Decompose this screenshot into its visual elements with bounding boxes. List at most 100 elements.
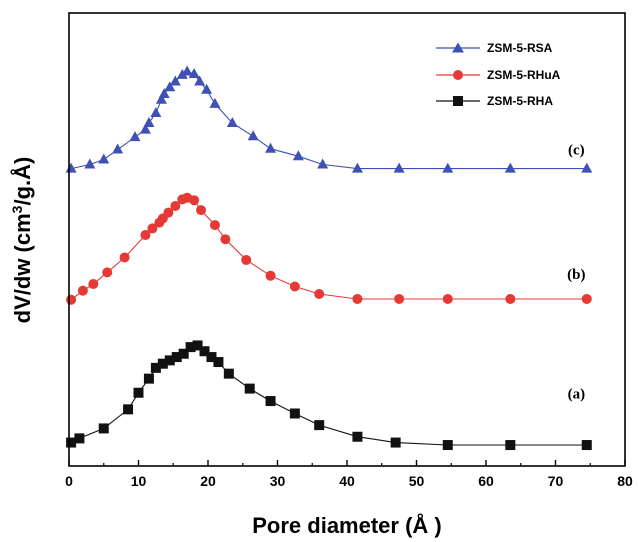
data-point-circle — [77, 285, 88, 296]
data-point-square — [66, 437, 77, 448]
x-tick-label: 20 — [200, 473, 216, 489]
data-point-square — [390, 437, 401, 448]
data-point-triangle — [112, 143, 124, 154]
data-point-circle — [505, 293, 516, 304]
x-tick-label: 10 — [131, 473, 147, 489]
data-point-circle — [265, 270, 276, 281]
legend-label-rhua: ZSM-5-RHuA — [487, 68, 561, 82]
x-axis-label: Pore diameter (Å ) — [252, 512, 442, 538]
data-point-square — [442, 440, 453, 451]
data-point-circle — [241, 254, 252, 265]
data-point-square — [223, 368, 234, 379]
data-point-circle — [220, 234, 231, 245]
data-point-square — [352, 431, 363, 442]
data-point-triangle — [84, 158, 96, 169]
y-axis-label-sup: 3 — [9, 205, 25, 213]
x-tick-label: 80 — [617, 473, 633, 489]
data-point-triangle — [150, 107, 162, 118]
data-point-triangle — [265, 142, 277, 153]
series-zsm-5-rha — [66, 340, 592, 451]
data-point-circle — [147, 223, 158, 234]
data-point-triangle — [247, 130, 259, 141]
x-tick-label: 40 — [339, 473, 355, 489]
data-point-triangle — [176, 68, 188, 79]
data-point-square — [213, 357, 224, 368]
data-point-circle — [394, 293, 405, 304]
x-tick-label: 0 — [65, 473, 73, 489]
data-point-square — [143, 373, 154, 384]
data-point-circle — [352, 293, 363, 304]
data-point-triangle — [158, 87, 170, 98]
data-point-circle — [209, 220, 220, 231]
data-point-square — [199, 346, 210, 357]
annotation-a: (a) — [568, 387, 586, 403]
legend-entry-rsa: ZSM-5-RSA — [436, 41, 553, 55]
data-point-square — [581, 440, 592, 451]
x-axis-ticks: 0 10 20 30 40 50 60 70 80 — [65, 460, 633, 489]
data-point-square — [157, 358, 168, 369]
x-tick-label: 30 — [270, 473, 286, 489]
data-point-triangle — [181, 65, 193, 76]
data-point-circle — [102, 267, 113, 278]
data-point-triangle — [155, 93, 167, 104]
x-tick-label: 50 — [409, 473, 425, 489]
data-point-square — [314, 420, 325, 431]
data-point-triangle — [226, 117, 238, 127]
data-point-square — [123, 404, 134, 415]
data-point-triangle — [188, 68, 200, 79]
data-point-square — [192, 340, 203, 351]
legend-entry-rha: ZSM-5-RHA — [436, 94, 553, 108]
data-point-triangle — [581, 162, 593, 173]
data-point-triangle — [98, 153, 110, 164]
legend-entry-rhua: ZSM-5-RHuA — [436, 68, 561, 82]
data-point-triangle — [129, 131, 141, 142]
annotations: (c) (b) (a) — [567, 143, 585, 403]
x-tick-label: 60 — [478, 473, 494, 489]
data-point-circle — [140, 230, 151, 241]
legend-marker-circle — [453, 70, 463, 80]
data-point-square — [505, 440, 516, 451]
data-point-square — [244, 383, 255, 394]
data-point-triangle — [139, 123, 151, 134]
y-axis-label: dV/dw (cm3/g.Å) — [9, 157, 35, 324]
data-point-triangle — [292, 150, 304, 161]
data-point-square — [150, 362, 161, 373]
data-point-square — [206, 352, 217, 363]
data-point-circle — [314, 288, 325, 299]
data-point-triangle — [169, 75, 181, 86]
data-point-square — [171, 352, 182, 363]
data-point-square — [185, 342, 196, 353]
data-point-square — [164, 355, 175, 366]
data-point-square — [289, 408, 300, 419]
data-point-circle — [581, 293, 592, 304]
data-point-circle — [119, 252, 130, 263]
data-point-triangle — [194, 75, 206, 86]
data-point-circle — [170, 201, 181, 211]
data-point-square — [265, 396, 276, 407]
y-axis-label-pre: dV/dw (cm — [10, 213, 35, 323]
annotation-c: (c) — [568, 143, 585, 159]
legend-marker-square — [453, 96, 463, 106]
series-zsm-5-rhua — [66, 192, 592, 305]
x-tick-label: 70 — [548, 473, 564, 489]
legend-marker-triangle — [452, 42, 464, 53]
data-point-circle — [442, 293, 453, 304]
data-point-triangle — [351, 162, 363, 173]
annotation-b: (b) — [567, 267, 585, 283]
y-axis-label-post: /g.Å) — [9, 157, 35, 206]
data-point-circle — [196, 205, 207, 216]
legend-label-rsa: ZSM-5-RSA — [487, 41, 553, 55]
data-point-square — [133, 387, 144, 398]
data-point-triangle — [393, 162, 405, 173]
series-zsm-5-rsa — [65, 65, 593, 173]
data-point-square — [98, 423, 109, 434]
data-point-triangle — [317, 158, 329, 169]
data-point-triangle — [209, 97, 221, 108]
data-point-triangle — [164, 81, 176, 92]
series-layer — [65, 65, 593, 451]
data-point-circle — [289, 281, 300, 292]
data-point-triangle — [442, 162, 454, 173]
data-point-circle — [66, 294, 77, 305]
legend-label-rha: ZSM-5-RHA — [487, 94, 553, 108]
